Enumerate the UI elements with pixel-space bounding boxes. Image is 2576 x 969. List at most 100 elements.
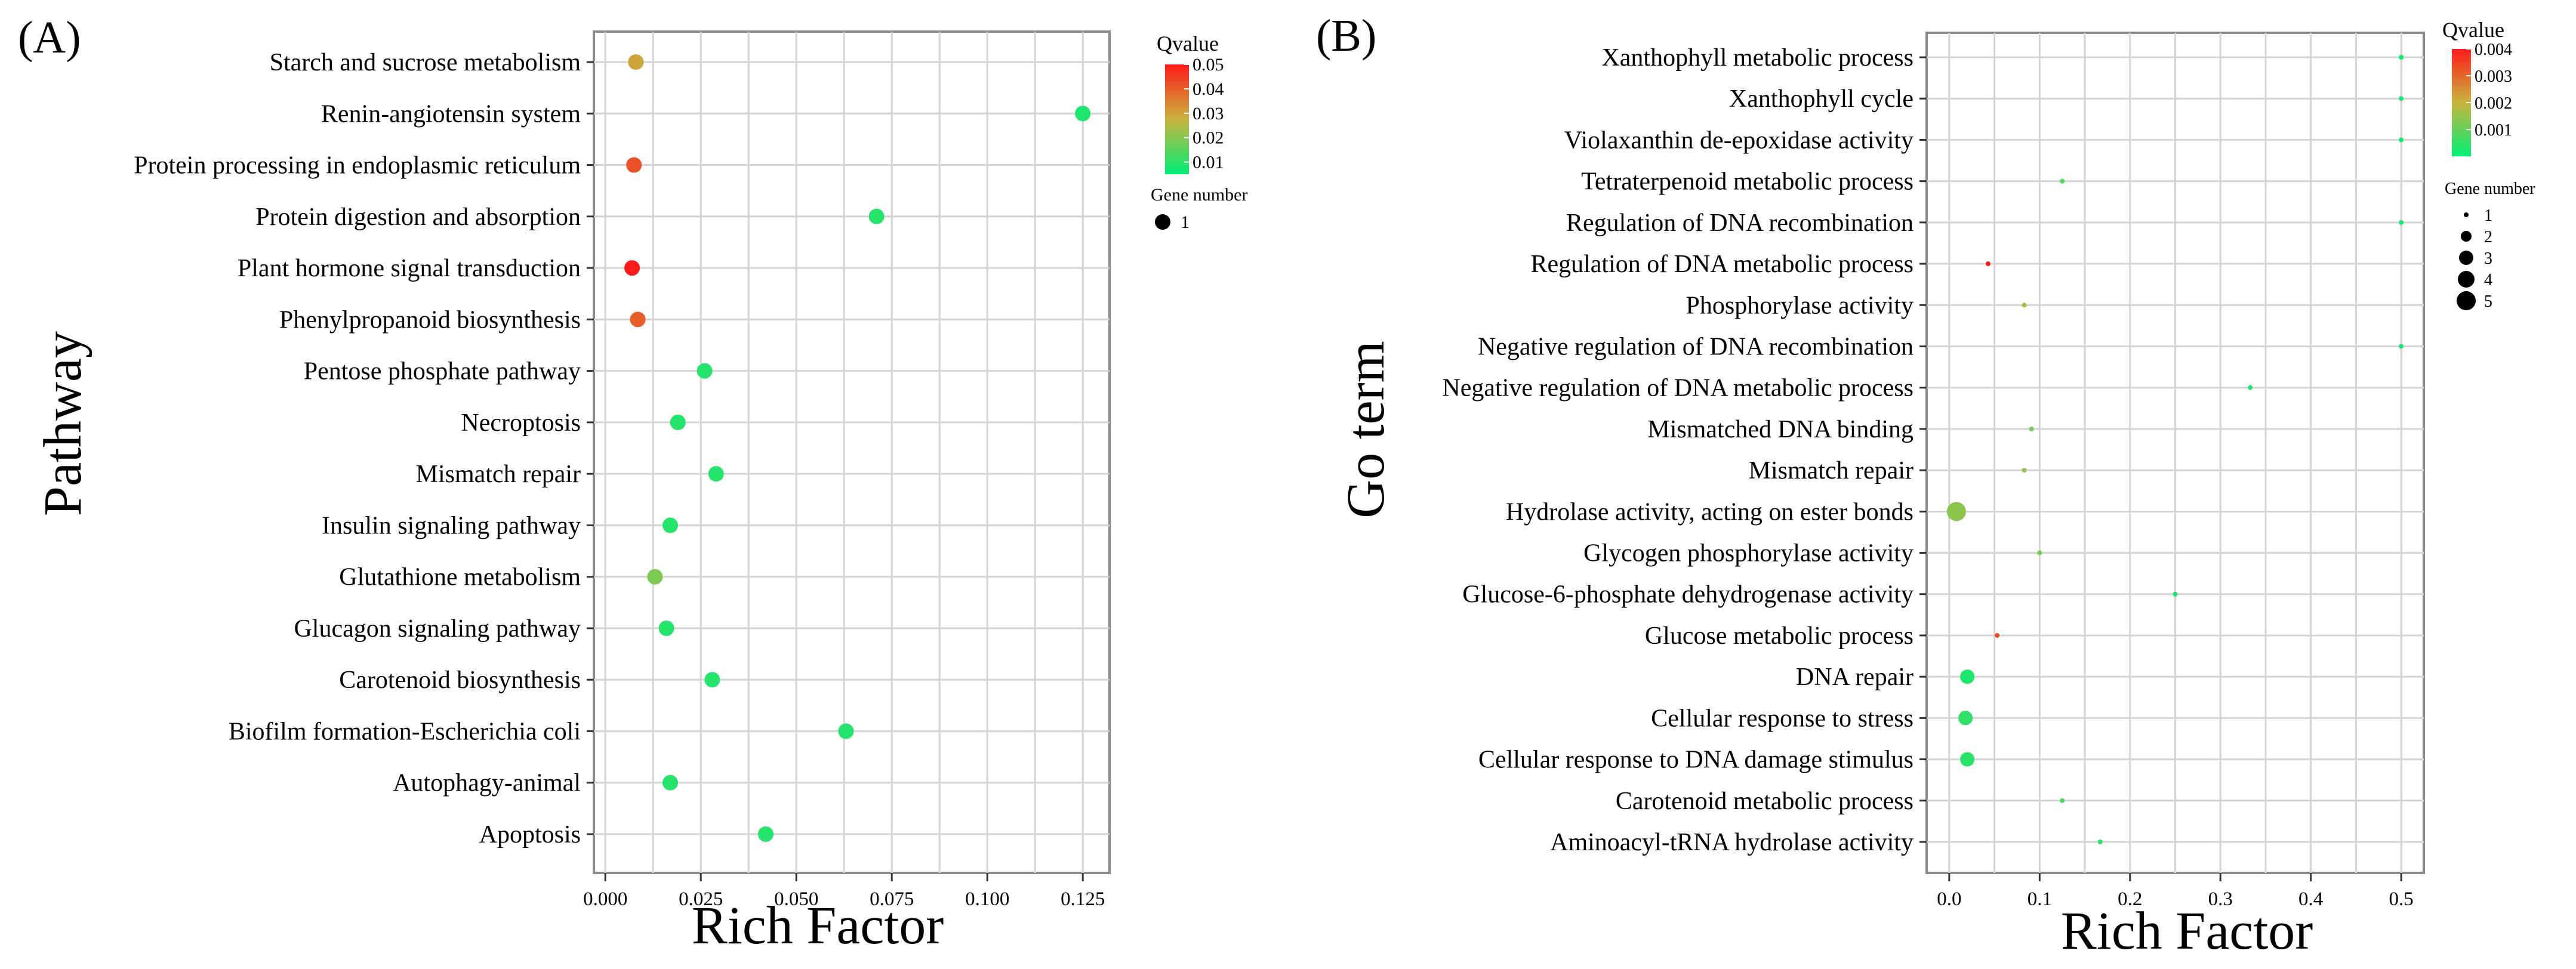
category-label: Phosphorylase activity xyxy=(1686,292,1913,319)
data-point xyxy=(1960,669,1975,684)
category-label: Hydrolase activity, acting on ester bond… xyxy=(1506,498,1913,526)
size-legend-dot xyxy=(2458,271,2475,288)
points-a xyxy=(624,54,1091,842)
size-legend-items-b: 1 2 3 4 5 xyxy=(2457,206,2492,311)
category-label: Glucose metabolic process xyxy=(1645,622,1913,650)
legend-a: Qvalue 0.050.040.030.020.01 Gene number … xyxy=(1151,32,1247,232)
color-bar-tick-label: 0.004 xyxy=(2475,41,2512,59)
size-legend-dot xyxy=(2464,212,2469,217)
category-label: Carotenoid metabolic process xyxy=(1616,788,1913,815)
data-point xyxy=(2060,178,2065,184)
size-legend-dot xyxy=(2457,291,2476,310)
x-tick-label: 0.025 xyxy=(679,888,723,910)
category-label: Phenylpropanoid biosynthesis xyxy=(279,306,581,334)
category-label: Glucose-6-phosphate dehydrogenase activi… xyxy=(1462,581,1913,609)
category-label: Negative regulation of DNA metabolic pro… xyxy=(1442,375,1913,402)
data-point xyxy=(2037,550,2042,556)
x-ticks-a: 0.000 0.025 0.050 0.075 0.100 0.125 xyxy=(583,61,1105,910)
data-point xyxy=(2399,220,2404,225)
data-point xyxy=(624,260,640,276)
data-point xyxy=(1995,632,2000,638)
panel-label-a: (A) xyxy=(18,13,81,63)
category-label: Violaxanthin de-epoxidase activity xyxy=(1564,126,1913,154)
x-tick-label: 0.4 xyxy=(2298,888,2323,910)
data-point xyxy=(2060,798,2065,803)
category-label: Glucagon signaling pathway xyxy=(294,615,581,643)
points-b xyxy=(1946,55,2404,844)
color-legend-title-b: Qvalue xyxy=(2442,18,2504,42)
category-label: Regulation of DNA recombination xyxy=(1566,209,1913,237)
size-legend-label: 4 xyxy=(2484,271,2492,289)
data-point xyxy=(1958,711,1973,726)
size-legend-label: 1 xyxy=(1181,212,1190,232)
data-point xyxy=(2029,426,2034,431)
data-point xyxy=(2399,137,2404,143)
data-point xyxy=(626,157,642,173)
category-labels-b: Xanthophyll metabolic process Xanthophyll… xyxy=(1442,44,1913,856)
color-bar-tick-label: 0.02 xyxy=(1193,128,1224,148)
y-axis-title-b: Go term xyxy=(1336,341,1395,518)
category-label: Carotenoid biosynthesis xyxy=(339,666,581,694)
color-bar-tick-label: 0.04 xyxy=(1193,79,1224,99)
panel-label-b: (B) xyxy=(1316,11,1376,61)
x-tick-label: 0.050 xyxy=(774,888,818,910)
category-label: Xanthophyll metabolic process xyxy=(1601,44,1913,72)
category-label: Aminoacyl-tRNA hydrolase activity xyxy=(1550,829,1913,856)
size-legend-items-a: 1 xyxy=(1155,212,1190,232)
x-tick-label: 0.000 xyxy=(583,888,627,910)
data-point xyxy=(2022,303,2027,308)
size-legend-title-a: Gene number xyxy=(1151,185,1247,205)
color-bar-ticks-a: 0.05 0.04 0.03 0.02 0.01 xyxy=(1184,55,1224,172)
data-point xyxy=(663,774,678,791)
data-point xyxy=(704,672,720,688)
category-label: Mismatched DNA binding xyxy=(1647,416,1913,443)
size-legend-label: 5 xyxy=(2484,292,2492,311)
data-point xyxy=(658,620,674,636)
x-tick-label: 0.125 xyxy=(1061,888,1105,910)
data-point xyxy=(2399,344,2404,349)
data-point xyxy=(2022,468,2027,473)
size-legend-label: 1 xyxy=(2484,206,2492,225)
data-point xyxy=(2097,840,2103,844)
color-bar-tick-label: 0.001 xyxy=(2475,121,2512,140)
data-point xyxy=(630,311,646,328)
data-point xyxy=(670,414,686,430)
plot-area-a xyxy=(593,30,1111,874)
data-point xyxy=(2399,55,2404,60)
x-tick-label: 0.5 xyxy=(2389,888,2414,910)
category-label: Renin-angiotensin system xyxy=(321,100,581,128)
color-bar-tick-label: 0.03 xyxy=(1193,104,1224,124)
color-bar-tick-label: 0.05 xyxy=(1193,55,1224,75)
data-point xyxy=(628,54,644,70)
size-legend-label: 3 xyxy=(2484,249,2492,268)
category-label: Autophagy-animal xyxy=(393,770,581,797)
category-labels-a: Starch and sucrose metabolism Renin-angio… xyxy=(134,49,581,848)
data-point xyxy=(838,723,854,739)
category-label: Regulation of DNA metabolic process xyxy=(1530,251,1913,278)
data-point xyxy=(708,466,724,482)
data-point xyxy=(758,826,774,842)
category-label: Glutathione metabolism xyxy=(339,564,581,591)
data-point xyxy=(2248,385,2253,390)
category-label: Mismatch repair xyxy=(416,461,581,488)
x-tick-label: 0.100 xyxy=(965,888,1009,910)
data-point xyxy=(663,517,678,533)
category-label: Apoptosis xyxy=(479,821,581,848)
data-point xyxy=(697,363,713,379)
grid-b xyxy=(1927,33,2424,873)
category-label: DNA repair xyxy=(1796,664,1913,691)
category-label: Cellular response to DNA damage stimulus xyxy=(1478,746,1913,774)
size-legend-dot xyxy=(2461,231,2472,242)
panel-a-chart: (A) 0.000 0.025 0.050 0.075 0.100 0.125 Starc… xyxy=(18,13,1247,955)
category-label: Starch and sucrose metabolism xyxy=(270,49,581,76)
color-bar-a xyxy=(1165,64,1189,174)
x-ticks-b: 0.0 0.1 0.2 0.3 0.4 0.5 xyxy=(1919,56,2414,910)
color-bar-tick-label: 0.01 xyxy=(1193,153,1224,172)
category-label: Biofilm formation-Escherichia coli xyxy=(229,718,581,745)
size-legend-title-b: Gene number xyxy=(2445,180,2535,198)
color-bar-tick-label: 0.002 xyxy=(2475,94,2512,113)
x-tick-label: 0.1 xyxy=(2027,888,2052,910)
data-point xyxy=(1960,752,1975,767)
x-tick-label: 0.2 xyxy=(2118,888,2142,910)
